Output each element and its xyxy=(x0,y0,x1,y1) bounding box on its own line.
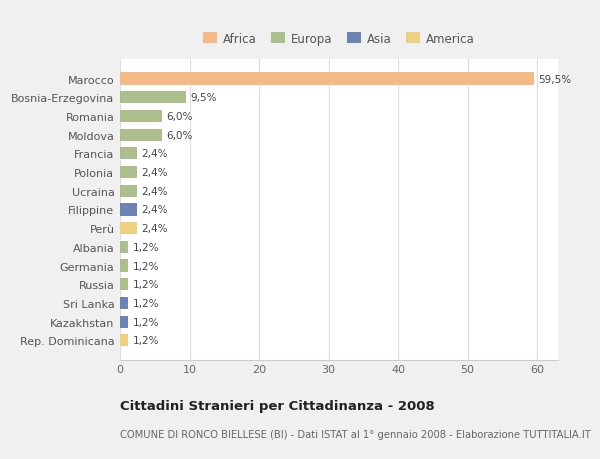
Text: 2,4%: 2,4% xyxy=(141,149,167,159)
Bar xyxy=(120,335,128,347)
Bar xyxy=(120,185,137,197)
Bar xyxy=(120,279,128,291)
Legend: Africa, Europa, Asia, America: Africa, Europa, Asia, America xyxy=(201,30,477,48)
Text: 1,2%: 1,2% xyxy=(133,336,159,346)
Bar xyxy=(120,316,128,328)
Text: 1,2%: 1,2% xyxy=(133,280,159,290)
Bar xyxy=(120,297,128,309)
Text: 2,4%: 2,4% xyxy=(141,186,167,196)
Bar xyxy=(120,241,128,253)
Text: 2,4%: 2,4% xyxy=(141,224,167,234)
Bar xyxy=(120,111,162,123)
Text: 9,5%: 9,5% xyxy=(190,93,217,103)
Bar xyxy=(120,223,137,235)
Bar xyxy=(120,92,186,104)
Text: 2,4%: 2,4% xyxy=(141,205,167,215)
Text: 1,2%: 1,2% xyxy=(133,298,159,308)
Text: 1,2%: 1,2% xyxy=(133,317,159,327)
Text: 2,4%: 2,4% xyxy=(141,168,167,178)
Bar xyxy=(120,129,162,141)
Text: 1,2%: 1,2% xyxy=(133,261,159,271)
Bar xyxy=(120,73,533,85)
Text: 59,5%: 59,5% xyxy=(538,74,571,84)
Bar xyxy=(120,204,137,216)
Text: 6,0%: 6,0% xyxy=(166,112,192,122)
Bar xyxy=(120,167,137,179)
Text: COMUNE DI RONCO BIELLESE (BI) - Dati ISTAT al 1° gennaio 2008 - Elaborazione TUT: COMUNE DI RONCO BIELLESE (BI) - Dati IST… xyxy=(120,429,591,439)
Text: Cittadini Stranieri per Cittadinanza - 2008: Cittadini Stranieri per Cittadinanza - 2… xyxy=(120,399,435,412)
Bar xyxy=(120,260,128,272)
Text: 1,2%: 1,2% xyxy=(133,242,159,252)
Text: 6,0%: 6,0% xyxy=(166,130,192,140)
Bar xyxy=(120,148,137,160)
